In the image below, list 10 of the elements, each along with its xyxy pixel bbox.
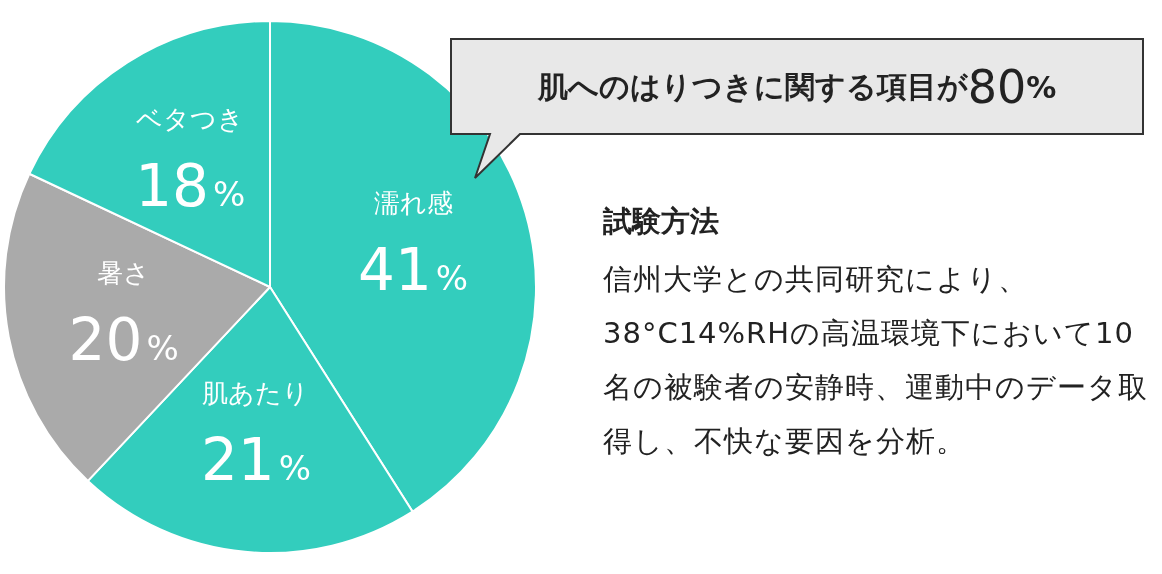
slice-label: 暑さ <box>97 257 151 288</box>
data-label: 18% <box>135 152 246 221</box>
text: 信州大学との共同研究により、38°C14%RHの高温環境下において10名の被験者の安静時、運動中のデータ取得し、不快な要因を分析。 <box>603 261 1148 460</box>
slice-label: ベタつき <box>136 103 245 134</box>
slice-label: 肌あたり <box>202 378 310 409</box>
text: 試験方法 <box>603 203 719 240</box>
data-label: 41% <box>357 236 469 305</box>
slice-label: 濡れ感 <box>373 188 453 219</box>
data-label: 20% <box>68 305 179 374</box>
data-label: 21% <box>200 426 312 495</box>
